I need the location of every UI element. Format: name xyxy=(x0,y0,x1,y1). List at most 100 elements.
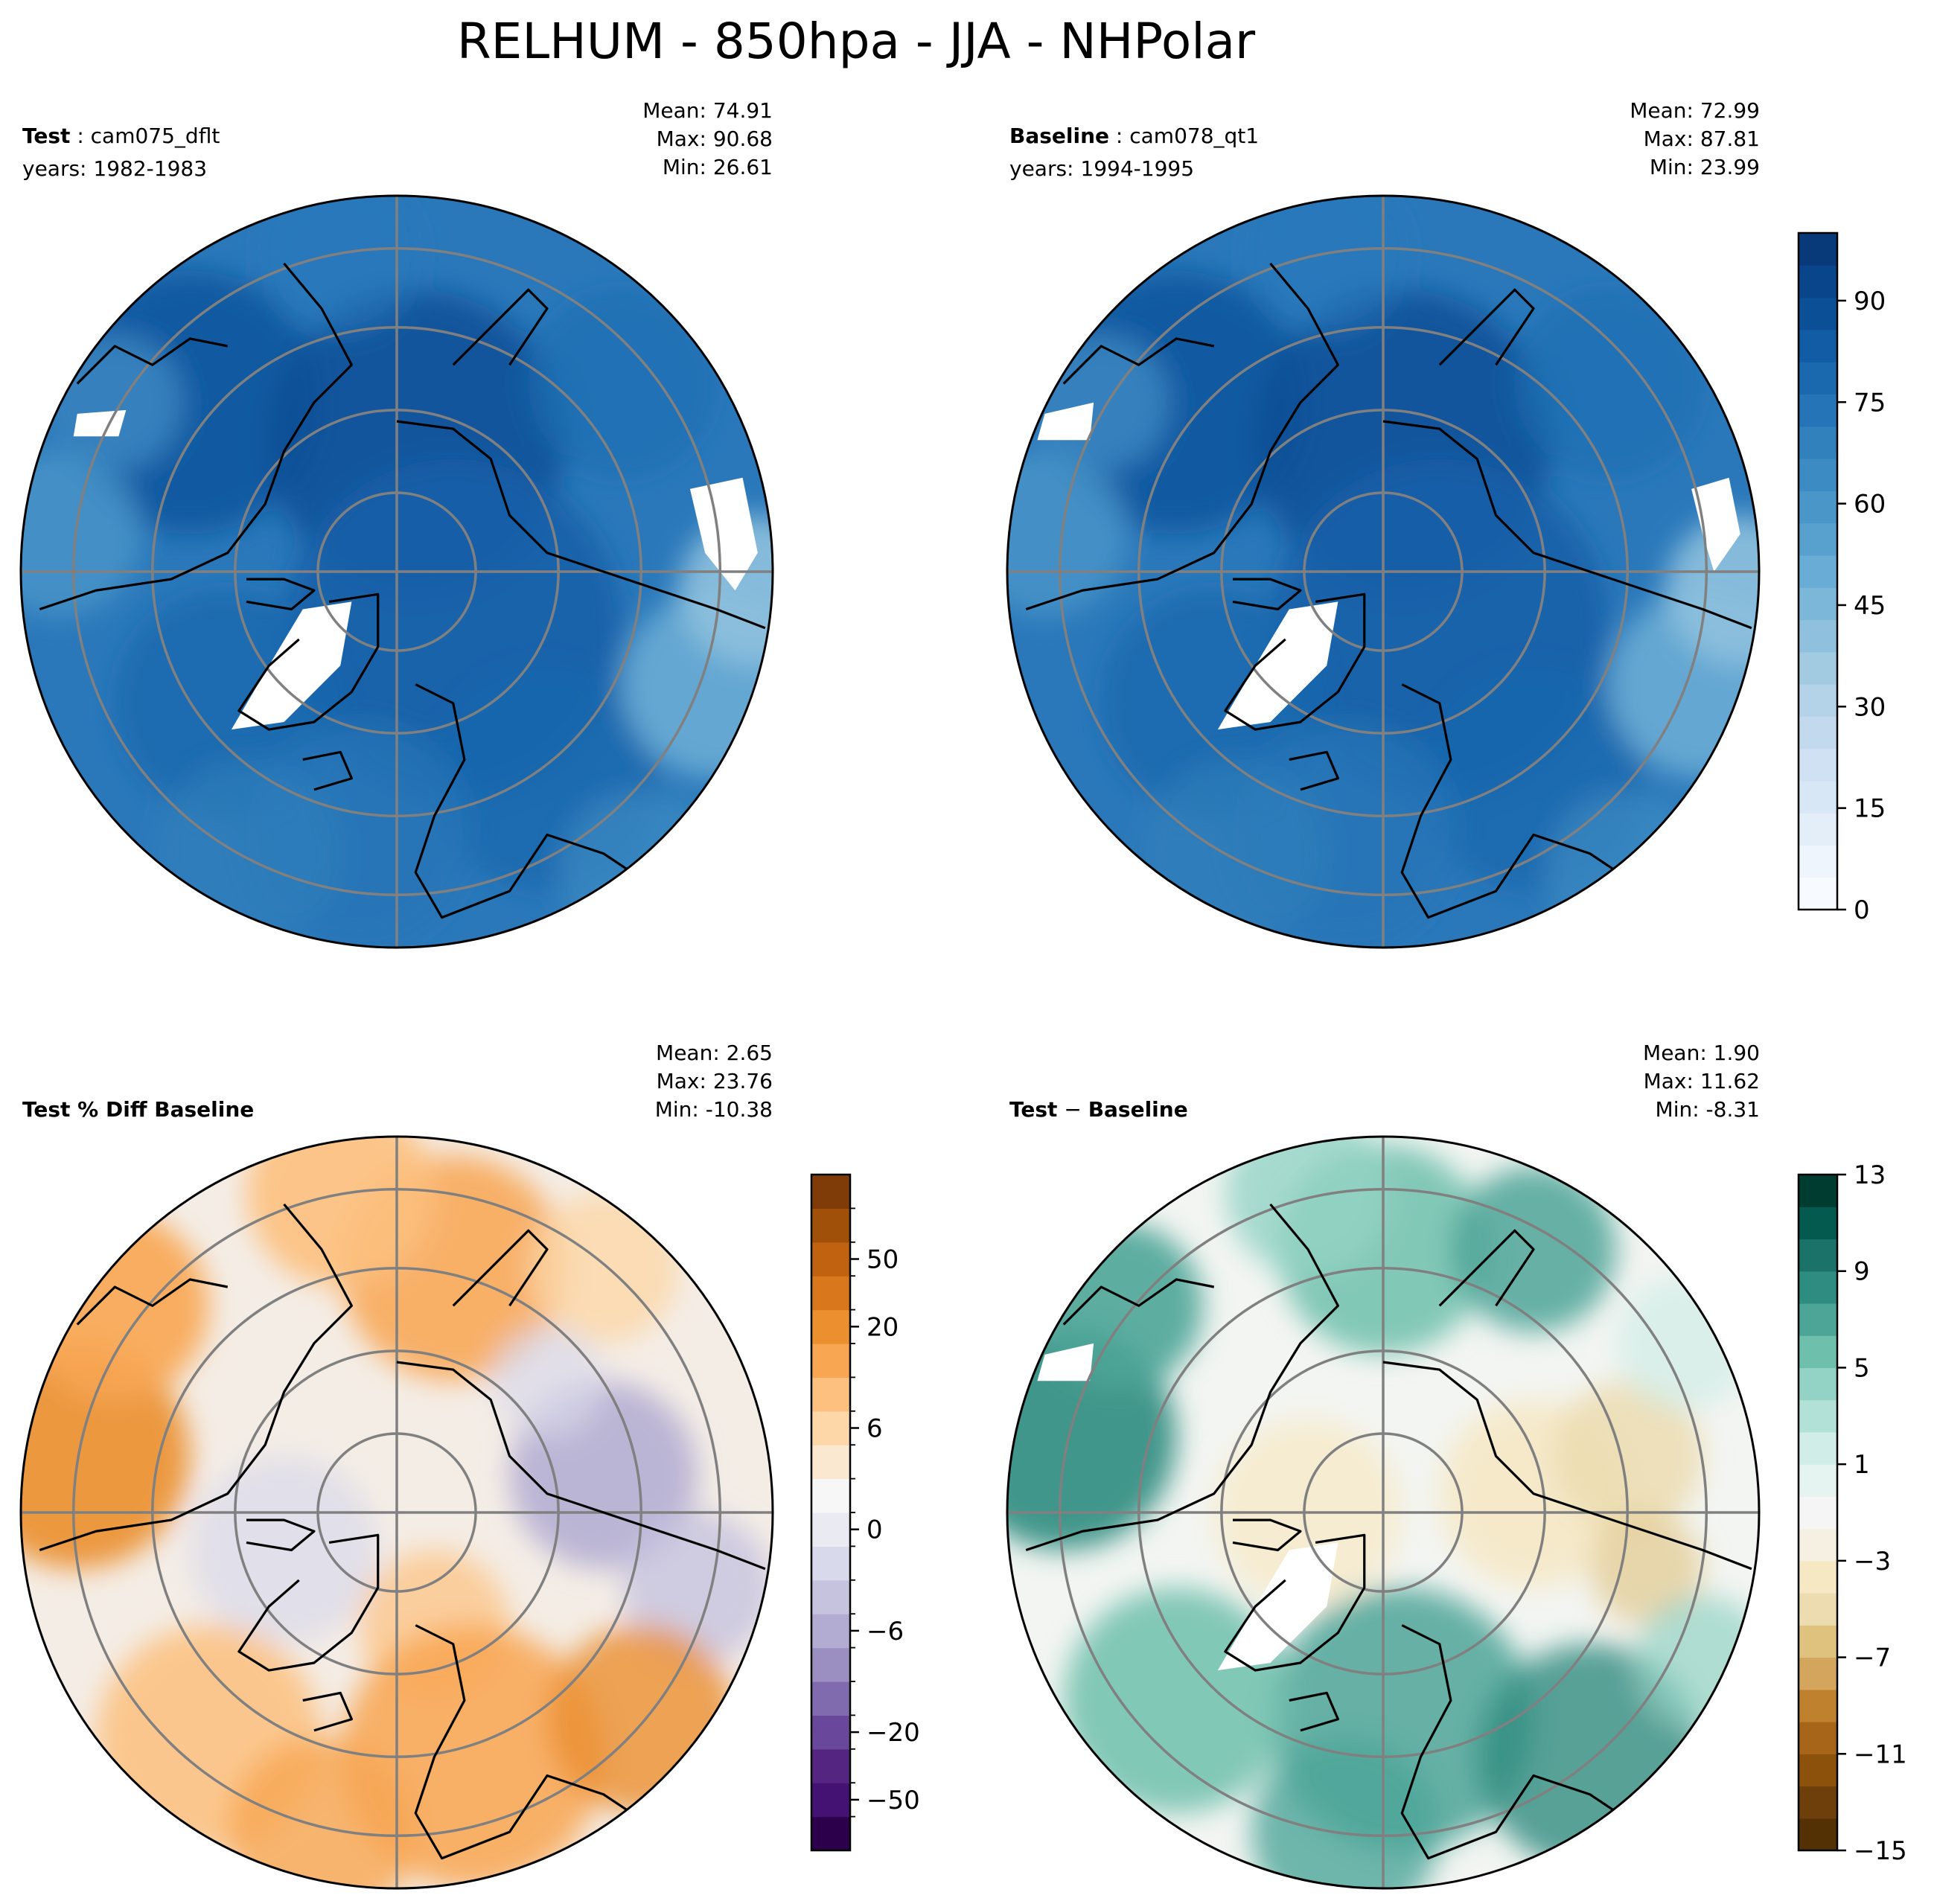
colorbar-swatch xyxy=(811,1208,850,1243)
panel-stat-min: Min: -10.38 xyxy=(655,1097,773,1122)
panel-stat-min: Min: 26.61 xyxy=(663,155,773,179)
coastline xyxy=(1025,1203,1339,1552)
colorbar-swatch xyxy=(811,1681,850,1716)
colorbar-swatch xyxy=(1799,1335,1837,1369)
colorbar-tick-label: 0 xyxy=(1854,895,1870,925)
panel-header-baseline: Baseline : cam078_qt1 years: 1994-1995 M… xyxy=(1009,98,1760,181)
colorbar-swatch xyxy=(1799,748,1837,782)
gridlines xyxy=(21,1137,773,1888)
colorbar-swatch xyxy=(1799,1271,1837,1304)
colorbar-swatch xyxy=(1799,1399,1837,1433)
colorbar-swatch xyxy=(811,1579,850,1614)
missing-data-region xyxy=(1037,402,1094,441)
coastline xyxy=(414,1624,661,1860)
polar-map-baseline xyxy=(1006,194,1761,949)
colorbar-tick-label: −15 xyxy=(1854,1836,1907,1866)
panel-left-label-sep: : xyxy=(1109,124,1129,148)
missing-data-region xyxy=(1691,477,1740,572)
colorbar-tick-label: −7 xyxy=(1854,1643,1891,1673)
panel-stat-mean: Mean: 74.91 xyxy=(642,98,773,123)
coastlines xyxy=(39,1203,766,1860)
panel-stat-min: Min: 23.99 xyxy=(1650,155,1760,179)
contour-blob xyxy=(47,334,183,470)
polar-map-test xyxy=(19,194,774,949)
map-contours xyxy=(1007,196,1759,948)
figure-title: RELHUM - 850hpa - JJA - NHPolar xyxy=(457,13,1256,70)
colorbar-tick-label: 9 xyxy=(1854,1257,1870,1287)
contour-blob xyxy=(491,1324,604,1437)
colorbar-swatch xyxy=(1799,1754,1837,1787)
panel-left-label-bold: Test % Diff Baseline xyxy=(22,1097,254,1122)
colorbar-tick-label: −3 xyxy=(1854,1547,1891,1576)
colorbar-tick-label: 30 xyxy=(1854,692,1886,722)
colorbar-swatch xyxy=(1799,459,1837,491)
colorbar-swatch xyxy=(1799,1207,1837,1240)
coastline xyxy=(1224,592,1366,731)
gridlines xyxy=(21,196,773,948)
colorbar-frame xyxy=(1797,231,1839,911)
contour-blob xyxy=(152,759,341,948)
coastline xyxy=(39,1203,353,1552)
coastline xyxy=(1025,262,1339,611)
colorbar-swatch xyxy=(1799,619,1837,653)
colorbar-swatch xyxy=(1799,845,1837,878)
coastline xyxy=(76,337,229,385)
colorbar-swatch xyxy=(811,1411,850,1445)
panel-left-label: Test : cam075_dflt xyxy=(22,124,220,148)
map-boundary xyxy=(19,194,774,949)
panel-left-label-bold: Test xyxy=(22,124,70,148)
map-field xyxy=(1007,196,1759,948)
colorbar-swatch xyxy=(1799,491,1837,524)
coastline xyxy=(1438,288,1535,366)
colorbar-swatch xyxy=(811,1512,850,1547)
contour-blob xyxy=(528,290,717,478)
colorbar-swatch xyxy=(811,1445,850,1480)
colorbar-swatch xyxy=(811,1748,850,1783)
colorbar-swatch xyxy=(1799,1367,1837,1401)
map-field xyxy=(1007,1137,1759,1888)
colorbar-tick-label: 15 xyxy=(1854,794,1886,824)
coastline xyxy=(39,262,353,611)
coastlines xyxy=(39,262,766,919)
contour-blob xyxy=(190,1456,378,1644)
coastline xyxy=(1400,683,1647,919)
panel-stat-max: Max: 23.76 xyxy=(657,1069,773,1093)
coastline xyxy=(246,1518,316,1552)
colorbar-swatch xyxy=(811,1546,850,1581)
colorbar-swatch xyxy=(1799,362,1837,395)
colorbar-swatch xyxy=(811,1647,850,1682)
colorbar-swatch xyxy=(1799,1464,1837,1497)
panel-header-diff: Test − Baseline Mean: 1.90 Max: 11.62 Mi… xyxy=(1009,1041,1760,1122)
panel-left-label-sep: : xyxy=(70,124,90,148)
colorbar-swatch xyxy=(1799,329,1837,362)
map-boundary xyxy=(19,1135,774,1890)
missing-data-region xyxy=(689,477,758,591)
panel-header-pctdiff: Test % Diff Baseline Mean: 2.65 Max: 23.… xyxy=(22,1041,773,1122)
coastline xyxy=(1382,1361,1752,1571)
colorbar-swatch xyxy=(1799,265,1837,298)
colorbar-tick-label: 45 xyxy=(1854,591,1886,621)
colorbar-swatch xyxy=(1799,716,1837,750)
colorbar-swatch xyxy=(1799,555,1837,588)
colorbar-swatch xyxy=(811,1309,850,1344)
contour-blob xyxy=(1545,789,1711,948)
coastline xyxy=(76,1278,229,1326)
colorbar-main: 0 15 30 45 60 75 90 xyxy=(1797,231,1886,925)
map-contours xyxy=(1007,1137,1759,1888)
colorbar-swatch xyxy=(1799,1625,1837,1658)
colorbar-swatch xyxy=(1799,1431,1837,1465)
colorbar-swatch xyxy=(811,1715,850,1750)
colorbar-tick-label: 50 xyxy=(867,1245,899,1275)
contour-blob xyxy=(528,1192,679,1344)
colorbar-tick-label: 1 xyxy=(1854,1450,1870,1480)
coastline xyxy=(1232,1518,1302,1552)
contour-blob xyxy=(1665,515,1759,666)
missing-data-region xyxy=(1217,1542,1338,1671)
colorbar-tick-label: −11 xyxy=(1854,1740,1907,1769)
coastline xyxy=(1289,750,1339,791)
coastline xyxy=(1232,578,1302,611)
coastline xyxy=(396,1361,766,1571)
panel-header-test: Test : cam075_dflt years: 1982-1983 Mean… xyxy=(22,98,773,181)
map-contours xyxy=(21,196,773,948)
